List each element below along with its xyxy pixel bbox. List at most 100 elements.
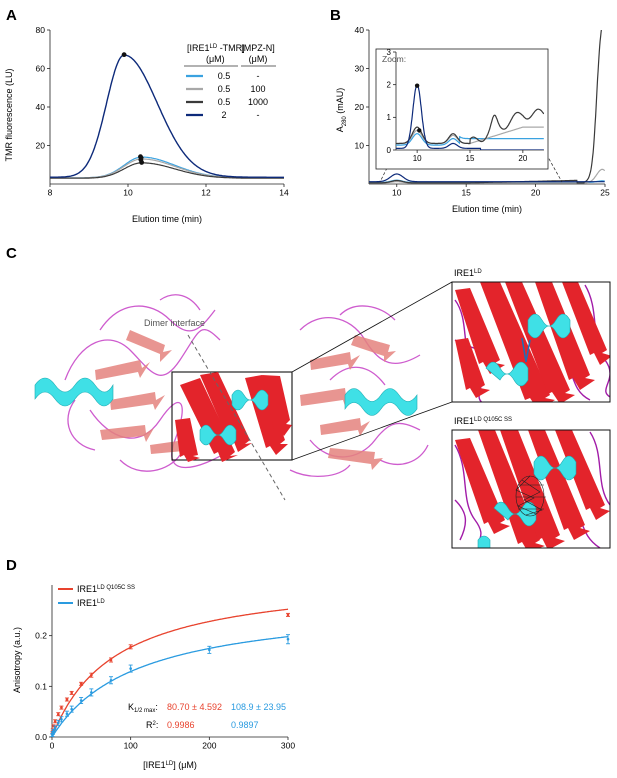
panel-c-label: C <box>6 245 17 262</box>
zoom-panel-1-label: IRE1LD <box>454 268 482 278</box>
y-tick-label: 0 <box>387 146 392 155</box>
x-tick-label: 200 <box>202 741 216 751</box>
x-tick-label: 15 <box>461 188 471 198</box>
panel-a-xlabel: Elution time (min) <box>132 214 202 224</box>
protein-dimer-structure: Dimer interface <box>34 281 453 501</box>
panel-a: A 8 10 12 14 20 40 60 80 Elution time (min) TMR… <box>4 7 289 224</box>
data-point <box>70 691 73 695</box>
panel-b-label: B <box>330 7 341 24</box>
dimer-interface-label: Dimer interface <box>144 318 205 328</box>
panel-d-ylabel: Anisotropy (a.u.) <box>12 627 22 693</box>
legend-concentration: 0.5 <box>218 97 231 107</box>
legend-mpz-concentration: - <box>257 71 260 81</box>
x-tick-label: 100 <box>124 741 138 751</box>
k-value-mutant: 80.70 ± 4.592 <box>167 702 222 712</box>
peak-marker <box>121 52 127 58</box>
panel-d-xlabel: [IRE1LD] (μM) <box>143 760 197 770</box>
peak-marker <box>139 160 145 165</box>
data-point <box>56 712 60 716</box>
data-point <box>90 691 93 694</box>
panel-a-legend: [IRE1LD -TMR] (μM) [MPZ-N] (μM) 0.5 - 0.5 1… <box>184 43 276 120</box>
y-tick-label: 0.0 <box>35 732 47 742</box>
x-tick-label: 0 <box>50 741 55 751</box>
x-tick-label: 20 <box>531 188 541 198</box>
zoom-inset-frame <box>375 48 549 170</box>
y-tick-label: 30 <box>355 63 365 73</box>
r-squared-label: R2: <box>146 720 158 730</box>
data-point <box>60 706 63 709</box>
data-point <box>109 658 113 662</box>
y-tick-label: 3 <box>387 48 392 57</box>
panel-b-series <box>369 30 605 184</box>
series-line <box>369 173 605 183</box>
x-tick-label: 300 <box>281 741 295 751</box>
series-line <box>50 162 284 179</box>
x-tick-label: 20 <box>518 154 527 163</box>
data-point <box>65 698 69 701</box>
data-point <box>129 667 132 670</box>
zoom-panel-2-label: IRE1LD Q105C SS <box>454 416 512 426</box>
zoom-panel-2-frame <box>451 429 611 549</box>
series-line <box>369 30 602 184</box>
legend-concentration: 0.5 <box>218 71 231 81</box>
y-tick-label: 40 <box>36 102 46 112</box>
inset-peak-marker <box>414 83 420 88</box>
x-tick-label: 10 <box>413 154 422 163</box>
panel-a-label: A <box>6 7 17 24</box>
x-tick-label: 14 <box>279 188 289 198</box>
panel-c: C <box>6 245 611 549</box>
y-tick-label: 20 <box>36 140 46 150</box>
y-tick-label: 0.2 <box>35 631 47 641</box>
data-point <box>79 699 83 702</box>
y-tick-label: 1 <box>387 113 392 122</box>
zoom-panel-mutant: IRE1LD Q105C SS <box>451 416 611 549</box>
data-point <box>208 648 211 652</box>
panel-d-series <box>50 608 290 738</box>
zoom-panel-1-frame <box>451 281 611 403</box>
data-point <box>60 717 63 721</box>
k-value-wildtype: 108.9 ± 23.95 <box>231 702 286 712</box>
data-point <box>90 673 93 677</box>
x-tick-label: 25 <box>600 188 610 198</box>
zoom-line-top <box>291 281 453 373</box>
x-tick-label: 12 <box>201 188 211 198</box>
x-tick-label: 15 <box>466 154 475 163</box>
panel-a-series <box>50 52 284 179</box>
y-tick-label: 2 <box>387 80 392 89</box>
legend-header-2-unit: (μM) <box>249 54 268 64</box>
data-point <box>53 719 57 723</box>
panel-d-axes: 0 100 200 300 0.0 0.1 0.2 <box>35 585 295 751</box>
y-tick-label: 80 <box>36 25 46 35</box>
data-point <box>70 707 73 711</box>
y-tick-label: 60 <box>36 63 46 73</box>
dimer-interface-line <box>187 334 286 501</box>
panel-d-stats: K1/2 max: 80.70 ± 4.592 108.9 ± 23.95 R2… <box>128 702 286 730</box>
y-tick-label: 0.1 <box>35 681 47 691</box>
legend-mpz-concentration: - <box>257 110 260 120</box>
inset-peak-marker <box>417 128 422 133</box>
r-squared-wildtype: 0.9897 <box>231 720 259 730</box>
dimer-core-box <box>171 371 293 461</box>
panel-a-axes: 8 10 12 14 20 40 60 80 <box>36 25 289 198</box>
inset-series-line <box>396 84 544 150</box>
panel-b-ylabel: A280 (mAU) <box>335 88 348 133</box>
data-point <box>53 726 57 730</box>
data-point <box>129 645 132 649</box>
r-squared-mutant: 0.9986 <box>167 720 195 730</box>
fit-curve <box>51 608 289 738</box>
y-tick-label: 10 <box>355 140 365 150</box>
data-point <box>65 712 69 715</box>
data-point <box>286 637 290 641</box>
zoom-inset-title: Zoom: <box>382 54 406 64</box>
legend-header-1: [IRE1LD -TMR] <box>187 43 245 53</box>
zoom-inset-series <box>396 83 544 150</box>
legend-concentration: 2 <box>221 110 226 120</box>
legend-header-2: [MPZ-N] <box>241 43 275 53</box>
data-point <box>79 682 83 686</box>
panel-a-ylabel: TMR fluorescence (LU) <box>4 68 14 161</box>
zoom-line-bottom <box>291 401 453 461</box>
